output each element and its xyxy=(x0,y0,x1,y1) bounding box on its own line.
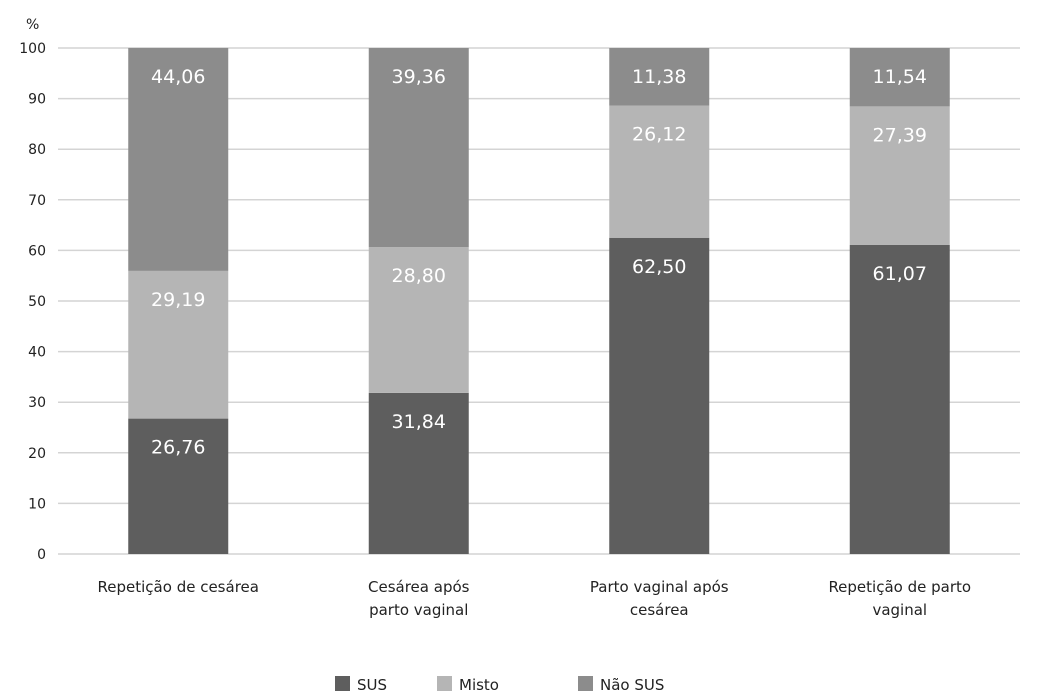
x-category-label: Cesárea após xyxy=(368,578,470,596)
bar-segment xyxy=(368,247,469,393)
data-label: 39,36 xyxy=(392,66,446,88)
bar-segment xyxy=(849,48,950,107)
y-tick-label: 50 xyxy=(28,294,46,310)
x-category-label: Repetição de parto xyxy=(828,578,971,596)
legend-swatch xyxy=(437,676,452,691)
x-category-label: vaginal xyxy=(872,601,927,619)
bar-segment xyxy=(849,106,950,245)
bar-segment xyxy=(368,392,469,554)
data-label: 11,38 xyxy=(632,66,686,88)
bar-segment xyxy=(849,244,950,555)
x-axis-categories: Repetição de cesárea Cesárea após parto va… xyxy=(98,578,972,619)
y-tick-label: 40 xyxy=(28,345,46,361)
y-tick-label: 70 xyxy=(28,193,46,209)
data-label: 26,76 xyxy=(151,437,205,459)
legend-label: SUS xyxy=(357,676,387,693)
legend-label: Misto xyxy=(459,676,499,693)
data-label: 31,84 xyxy=(392,411,446,433)
y-tick-label: 30 xyxy=(28,395,46,411)
data-label: 28,80 xyxy=(392,265,446,287)
bar-segment xyxy=(368,48,469,248)
y-axis-ticks: 0 10 20 30 40 50 60 70 80 90 100 xyxy=(19,41,46,563)
y-unit-label: % xyxy=(26,17,39,33)
legend-label: Não SUS xyxy=(600,676,664,693)
data-label: 11,54 xyxy=(873,66,927,88)
y-tick-label: 80 xyxy=(28,142,46,158)
x-category-label: Repetição de cesárea xyxy=(98,578,259,596)
data-label: 27,39 xyxy=(873,124,927,146)
bar-segment xyxy=(609,105,710,238)
legend: SUS Misto Não SUS xyxy=(335,676,664,693)
y-tick-label: 10 xyxy=(28,496,46,512)
bars: 26,76 29,19 44,06 31,84 28,80 39,36 62,50 26,12… xyxy=(128,47,950,555)
bar-segment xyxy=(609,48,710,106)
y-tick-label: 90 xyxy=(28,92,46,108)
x-category-label: parto vaginal xyxy=(369,601,468,619)
y-tick-label: 0 xyxy=(37,547,46,563)
bar-segment xyxy=(609,237,710,554)
legend-swatch xyxy=(578,676,593,691)
data-label: 26,12 xyxy=(632,124,686,146)
x-category-label: cesárea xyxy=(630,601,689,619)
data-label: 29,19 xyxy=(151,289,205,311)
x-category-label: Parto vaginal após xyxy=(590,578,729,596)
data-label: 61,07 xyxy=(873,263,927,285)
bar-segment xyxy=(128,418,229,554)
bar-segment xyxy=(128,47,229,271)
y-tick-label: 20 xyxy=(28,446,46,462)
bar-segment xyxy=(128,270,229,419)
legend-swatch xyxy=(335,676,350,691)
data-label: 62,50 xyxy=(632,256,686,278)
y-tick-label: 100 xyxy=(19,41,46,57)
y-tick-label: 60 xyxy=(28,243,46,259)
data-label: 44,06 xyxy=(151,66,205,88)
